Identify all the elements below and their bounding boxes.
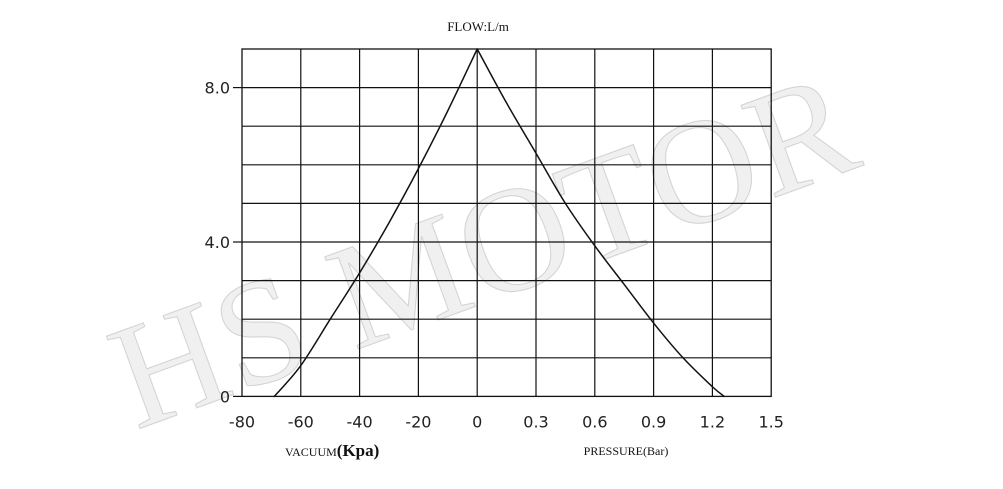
vacuum-tick-label: -20 bbox=[405, 412, 431, 431]
pressure-tick-label: 1.5 bbox=[758, 412, 783, 431]
tick-layer: 0 4.0 8.0 -80 -60 -40 -20 0 0.3 0.6 0.9 1.2 1.5 bbox=[205, 79, 784, 432]
pressure-axis-label: PRESSURE(Bar) bbox=[584, 444, 669, 458]
series-layer bbox=[273, 48, 725, 398]
vacuum-tick-label: -40 bbox=[347, 412, 373, 431]
y-tick-label: 4.0 bbox=[205, 233, 230, 252]
pressure-tick-label: 0.3 bbox=[523, 412, 548, 431]
y-tick-label: 8.0 bbox=[205, 79, 230, 98]
pressure-tick-label: 0.6 bbox=[582, 412, 607, 431]
y-tick-label: 0 bbox=[220, 387, 230, 406]
vacuum-axis-label-unit: (Kpa) bbox=[337, 441, 380, 460]
vacuum-axis-label-prefix: VACUUM bbox=[285, 445, 337, 459]
pressure-tick-label: 1.2 bbox=[700, 412, 725, 431]
chart-title: FLOW:L/m bbox=[447, 19, 509, 34]
vacuum-flow-curve bbox=[273, 48, 478, 398]
pressure-tick-label: 0.9 bbox=[641, 412, 666, 431]
plot-frame bbox=[241, 48, 772, 398]
vacuum-tick-label: 0 bbox=[472, 412, 482, 431]
vacuum-tick-label: -80 bbox=[229, 412, 255, 431]
vacuum-tick-label: -60 bbox=[288, 412, 314, 431]
vacuum-axis-label: VACUUM(Kpa) bbox=[285, 441, 379, 460]
pressure-flow-curve bbox=[476, 48, 725, 398]
